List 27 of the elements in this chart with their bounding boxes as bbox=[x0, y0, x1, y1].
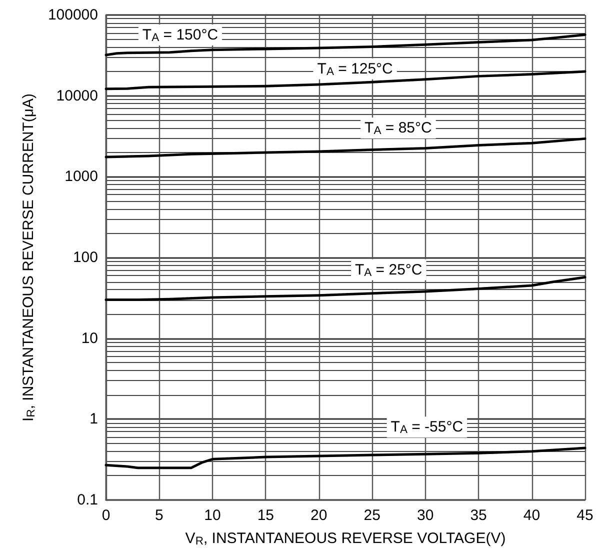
x-tick-label: 25 bbox=[364, 507, 380, 524]
x-tick-label: 30 bbox=[416, 507, 434, 524]
y-tick-label: 10000 bbox=[56, 87, 98, 104]
x-tick-label: 5 bbox=[155, 507, 164, 524]
series-label: TA = 85°C bbox=[364, 120, 432, 138]
x-tick-label: 35 bbox=[470, 507, 487, 524]
y-tick-label: 10 bbox=[81, 330, 98, 347]
line-series bbox=[104, 137, 586, 158]
y-axis-title: IR, INSTANTANEOUS REVERSE CURRENT(μA) bbox=[20, 94, 38, 422]
series-label: TA = 150°C bbox=[142, 26, 218, 44]
line-series bbox=[104, 276, 586, 302]
x-tick-label: 45 bbox=[576, 507, 594, 524]
x-axis-title: VR, INSTANTANEOUS REVERSE VOLTAGE(V) bbox=[185, 530, 506, 548]
y-tick-label: 1000 bbox=[64, 168, 98, 186]
y-tick-label: 100000 bbox=[48, 6, 98, 24]
series-label: TA = 125°C bbox=[317, 60, 394, 78]
line-series bbox=[104, 446, 586, 470]
x-tick-label: 0 bbox=[102, 507, 110, 524]
y-tick-label: 0.1 bbox=[77, 492, 98, 508]
y-tick-label: 100 bbox=[72, 249, 98, 266]
series-label: TA = 25°C bbox=[354, 261, 422, 279]
x-tick-label: 20 bbox=[310, 507, 328, 524]
series-label: TA = -55°C bbox=[390, 418, 464, 436]
x-tick-label: 10 bbox=[204, 507, 221, 524]
x-tick-label: 40 bbox=[523, 507, 540, 524]
x-tick-label: 15 bbox=[257, 507, 274, 524]
y-tick-label: 1 bbox=[90, 410, 98, 428]
